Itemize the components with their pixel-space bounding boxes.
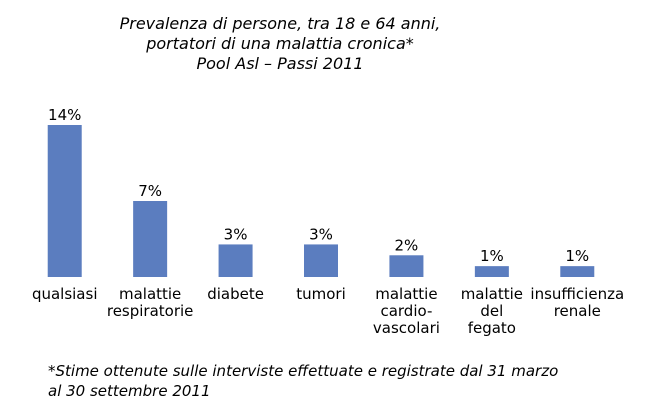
data-label-6: 1%: [565, 247, 589, 265]
category-label-2-0: diabete: [207, 285, 264, 303]
category-label-1-0: malattie: [119, 285, 181, 303]
data-label-3: 3%: [309, 225, 333, 243]
category-label-3-0: tumori: [296, 285, 346, 303]
category-label-1-1: respiratorie: [107, 302, 194, 320]
bar-0: [47, 125, 82, 277]
category-label-5-1: del: [480, 302, 503, 320]
bar-6: [560, 266, 595, 277]
chart-title-line-3: Pool Asl – Passi 2011: [196, 54, 364, 73]
chart-title-line-1: Prevalenza di persone, tra 18 e 64 anni,: [119, 14, 441, 33]
category-label-5-0: malattie: [461, 285, 523, 303]
category-label-0-0: qualsiasi: [32, 285, 98, 303]
footnote-line-1: *Stime ottenute sulle interviste effettu…: [48, 362, 559, 380]
category-label-5-2: fegato: [468, 319, 516, 337]
data-label-2: 3%: [224, 225, 248, 243]
bar-2: [218, 244, 253, 277]
data-label-1: 7%: [138, 182, 162, 200]
bar-3: [304, 244, 338, 277]
bar-1: [133, 201, 168, 277]
category-label-6-1: renale: [554, 302, 601, 320]
bar-4: [389, 255, 424, 277]
data-label-0: 14%: [48, 106, 81, 124]
bar-5: [474, 266, 509, 277]
chart-title: Prevalenza di persone, tra 18 e 64 anni,…: [0, 14, 560, 74]
category-label-4-0: malattie: [375, 285, 437, 303]
chart-title-line-2: portatori di una malattia cronica*: [146, 34, 414, 53]
category-label-6-0: insufficienza: [530, 285, 624, 303]
data-label-4: 2%: [395, 236, 419, 254]
data-label-5: 1%: [480, 247, 504, 265]
footnote-line-2: al 30 settembre 2011: [48, 382, 211, 400]
footnote: *Stime ottenute sulle interviste effettu…: [48, 361, 558, 401]
category-label-4-2: vascolari: [373, 319, 440, 337]
category-label-4-1: cardio-: [380, 302, 432, 320]
